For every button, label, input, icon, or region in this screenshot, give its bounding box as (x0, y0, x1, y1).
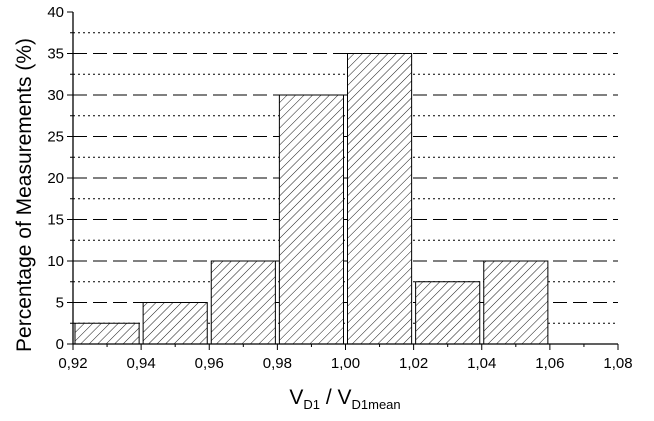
x-axis-title-sub2: D1mean (352, 397, 401, 412)
grid-lines (73, 32, 618, 324)
bar-3 (278, 94, 344, 345)
y-tick-label: 40 (47, 4, 64, 21)
bar-4 (347, 53, 413, 345)
bar-5 (415, 281, 481, 345)
y-tick-label: 0 (56, 336, 64, 353)
x-axis-title: VD1 / VD1mean (289, 386, 400, 412)
x-tick-label: 0,96 (195, 355, 224, 372)
y-tick-label: 10 (47, 253, 64, 270)
bars (74, 53, 549, 345)
y-axis-title: Percentage of Measurements (%) (13, 38, 36, 352)
y-tick-label: 5 (56, 295, 64, 312)
x-tick-label: 0,92 (58, 355, 87, 372)
x-tick-label: 1,08 (603, 355, 632, 372)
y-tick-labels: 0 5 10 15 20 25 30 35 40 (47, 4, 64, 353)
y-tick-label: 15 (47, 212, 64, 229)
x-tick-label: 0,98 (263, 355, 292, 372)
x-axis-title-sub1: D1 (303, 397, 320, 412)
bar-1 (142, 302, 208, 345)
y-tick-label: 35 (47, 46, 64, 63)
y-tick-label: 30 (47, 87, 64, 104)
bar-6 (483, 260, 549, 345)
x-tick-labels: 0,92 0,94 0,96 0,98 1,00 1,02 1,04 1,06 1,08 (58, 355, 632, 372)
x-tick-label: 0,94 (127, 355, 156, 372)
y-tick-label: 20 (47, 170, 64, 187)
x-tick-label: 1,04 (467, 355, 496, 372)
bar-0 (74, 322, 140, 345)
axes (67, 11, 619, 350)
x-tick-label: 1,06 (535, 355, 564, 372)
x-tick-label: 1,00 (331, 355, 360, 372)
bar-2 (210, 260, 276, 345)
y-tick-label: 25 (47, 129, 64, 146)
x-axis-title-main: V (289, 386, 303, 409)
x-axis-title-separator: / V (320, 386, 352, 409)
x-tick-label: 1,02 (399, 355, 428, 372)
